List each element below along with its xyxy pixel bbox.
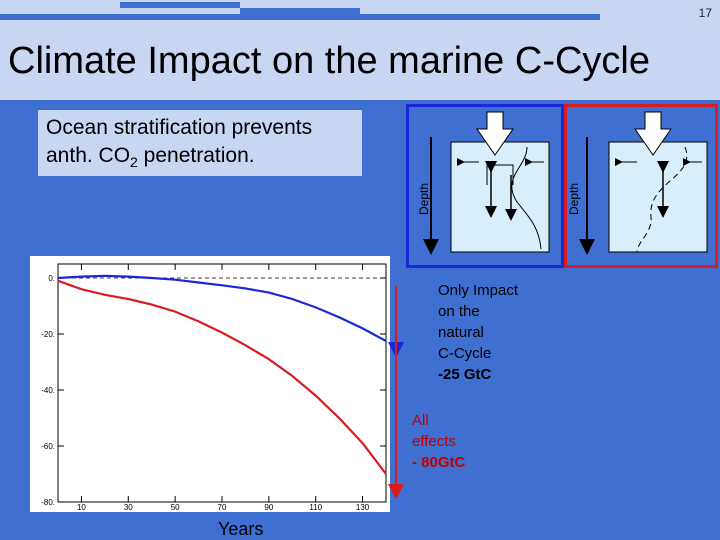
callout-box: Ocean stratification prevents anth. CO2 … bbox=[38, 110, 362, 176]
all-effects-note: All effects - 80GtC bbox=[412, 410, 465, 473]
up-arrow-icon bbox=[634, 111, 672, 156]
note-line: on the bbox=[438, 303, 480, 320]
note-line: C-Cycle bbox=[438, 345, 492, 362]
x-tick-label: 110 bbox=[309, 503, 322, 512]
callout-text: anth. CO bbox=[46, 144, 131, 167]
y-tick-label: -80. bbox=[41, 498, 55, 507]
x-tick-label: 70 bbox=[218, 503, 227, 512]
x-tick-label: 130 bbox=[356, 503, 370, 512]
x-tick-label: 50 bbox=[171, 503, 180, 512]
panel-all-effects: Depth bbox=[564, 104, 718, 268]
note-line: natural bbox=[438, 324, 484, 341]
chart-svg: 0. -20. -40. -60. -80. 10 30 50 70 90 110 130 bbox=[41, 263, 387, 512]
natural-impact-value: -25 GtC bbox=[438, 366, 492, 383]
callout-line-2: anth. CO2 penetration. bbox=[46, 142, 354, 176]
all-effects-line bbox=[57, 279, 387, 475]
note-line: effects bbox=[412, 433, 456, 450]
panel-natural-cycle: Depth bbox=[406, 104, 564, 268]
callout-text: penetration. bbox=[137, 144, 255, 167]
slide-number: 17 bbox=[698, 6, 712, 20]
plot-frame bbox=[57, 263, 387, 503]
decorative-stripe bbox=[240, 8, 360, 14]
natural-cycle-line bbox=[57, 274, 387, 342]
x-tick-label: 10 bbox=[77, 503, 86, 512]
impact-arrows bbox=[388, 286, 404, 498]
slide-title: Climate Impact on the marine C-Cycle bbox=[8, 40, 650, 82]
ocean-schematic-natural bbox=[423, 111, 550, 255]
y-tick-label: -40. bbox=[41, 386, 55, 395]
y-tick-label: -20. bbox=[41, 330, 55, 339]
callout-line-1: Ocean stratification prevents bbox=[46, 116, 313, 139]
callout-subscript: 2 bbox=[130, 154, 138, 171]
title-band bbox=[0, 0, 720, 100]
ocean-schematic-all bbox=[579, 111, 708, 255]
profile-curve bbox=[511, 146, 542, 250]
note-line: Only Impact bbox=[438, 282, 519, 299]
x-axis-label: Years bbox=[218, 519, 264, 539]
natural-impact-note: Only Impact on the natural C-Cycle -25 G… bbox=[438, 280, 518, 385]
ocean-box bbox=[608, 141, 708, 253]
ocean-box bbox=[450, 141, 550, 253]
y-tick-label: 0. bbox=[48, 274, 55, 283]
up-arrow-icon bbox=[476, 111, 514, 156]
note-line: All bbox=[412, 412, 429, 429]
decorative-stripe bbox=[0, 14, 600, 20]
decorative-stripe bbox=[120, 2, 240, 8]
y-tick-label: -60. bbox=[41, 442, 55, 451]
x-tick-label: 30 bbox=[124, 503, 133, 512]
x-tick-label: 90 bbox=[264, 503, 273, 512]
carbon-uptake-chart: 0. -20. -40. -60. -80. 10 30 50 70 90 110 130 bbox=[30, 256, 390, 512]
all-effects-value: - 80GtC bbox=[412, 454, 466, 471]
